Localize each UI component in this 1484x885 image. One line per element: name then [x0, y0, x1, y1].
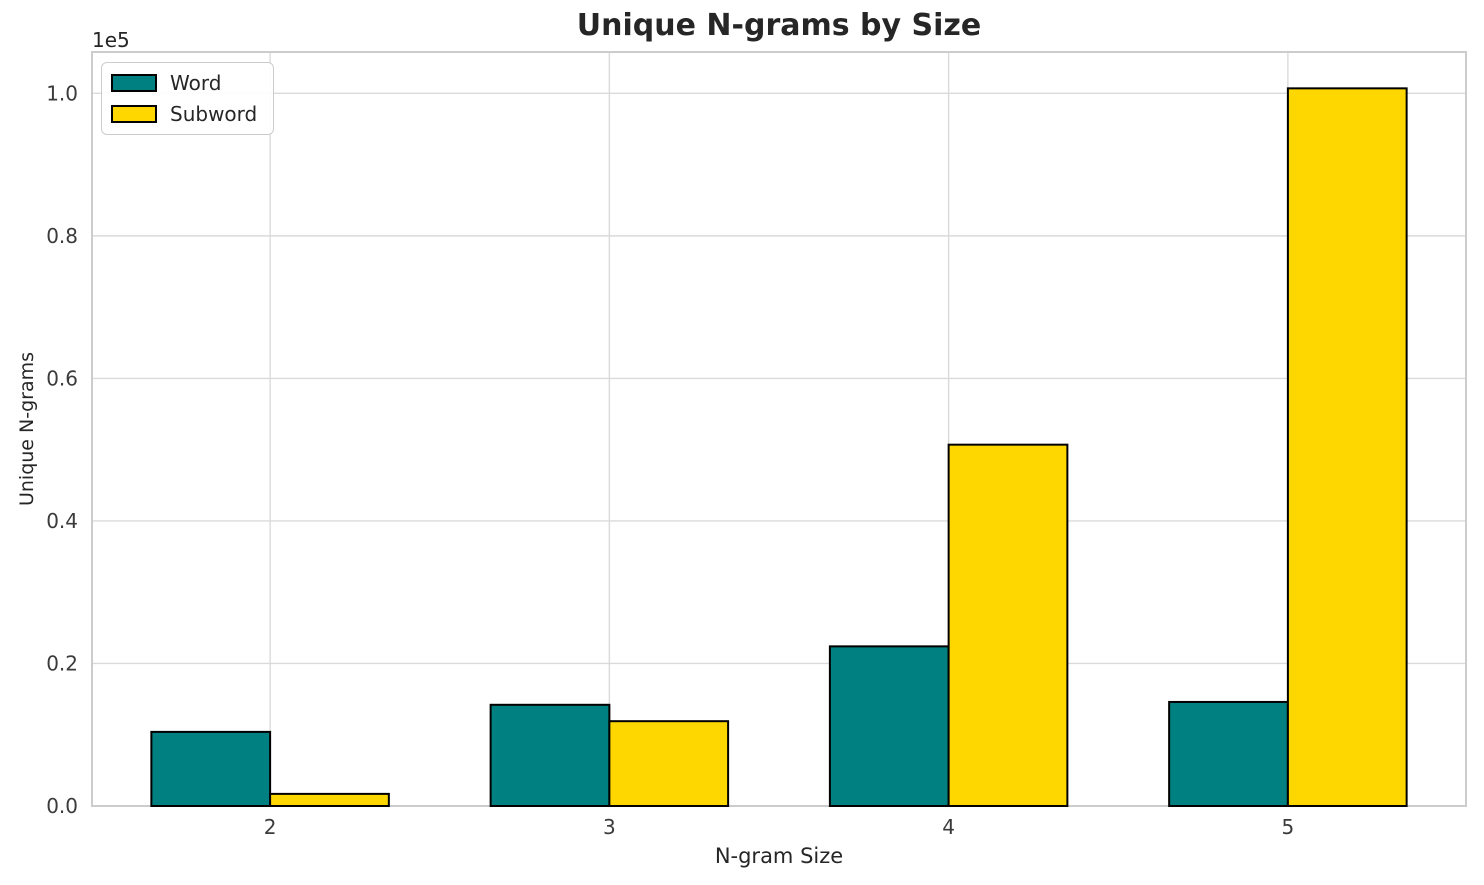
- chart-title: Unique N-grams by Size: [576, 8, 982, 43]
- legend-swatch-subword: [111, 105, 157, 123]
- legend-item-subword: Subword: [111, 103, 257, 125]
- y-axis-offset-text: 1e5: [92, 28, 130, 52]
- x-tick-label: 5: [1282, 815, 1295, 839]
- x-tick-label: 3: [603, 815, 616, 839]
- legend: Word Subword: [101, 62, 275, 135]
- legend-label-word: Word: [170, 71, 222, 95]
- x-tick-label: 2: [264, 815, 277, 839]
- y-tick-label: 0.8: [46, 224, 78, 248]
- y-tick-label: 0.6: [46, 366, 78, 390]
- bar-subword-2: [269, 792, 390, 808]
- x-axis-label: N-gram Size: [714, 844, 844, 868]
- legend-label-subword: Subword: [170, 102, 258, 126]
- bar-subword-5: [1286, 87, 1408, 807]
- bar-subword-4: [947, 443, 1069, 807]
- bar-subword-3: [608, 720, 730, 807]
- bar-word-5: [1168, 700, 1289, 808]
- y-tick-label: 0.2: [46, 651, 78, 675]
- y-tick-label: 0.4: [46, 509, 78, 533]
- legend-swatch-word: [111, 74, 157, 92]
- y-tick-label: 1.0: [46, 81, 78, 105]
- bar-word-3: [489, 703, 611, 807]
- x-tick-label: 4: [942, 815, 955, 839]
- bar-word-2: [150, 730, 272, 808]
- axes-spines: [91, 51, 1467, 807]
- legend-item-word: Word: [111, 72, 257, 94]
- bar-word-4: [828, 645, 950, 808]
- y-tick-label: 0.0: [46, 794, 78, 818]
